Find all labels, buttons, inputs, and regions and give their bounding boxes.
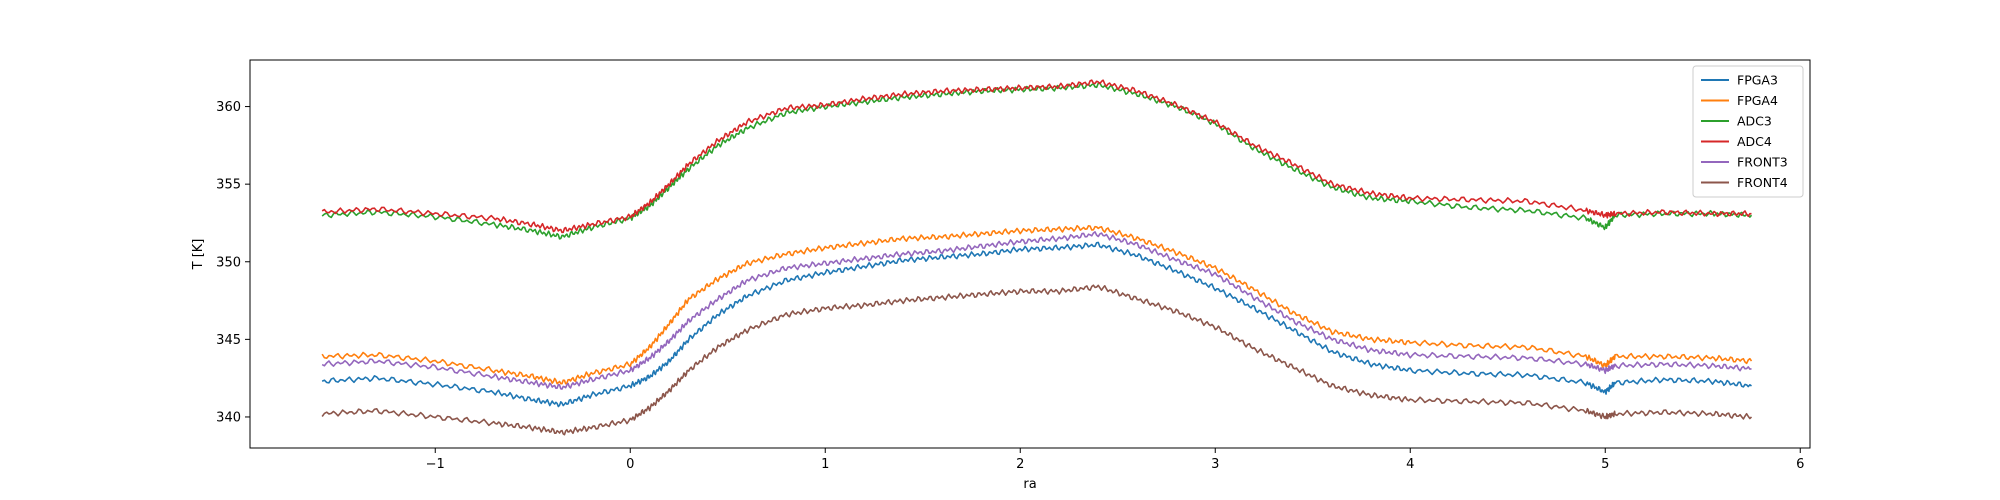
y-tick-label: 350 [216, 255, 241, 270]
x-tick-label: 2 [1016, 457, 1024, 472]
series-line-front3 [321, 231, 1752, 390]
plot-frame [249, 59, 1811, 449]
x-tick-label: 5 [1601, 457, 1609, 472]
y-tick-label: 360 [216, 100, 241, 115]
x-tick-label: 6 [1796, 457, 1804, 472]
legend-label: FRONT4 [1737, 175, 1788, 190]
series-line-fpga4 [321, 224, 1753, 385]
legend-label: ADC3 [1737, 114, 1772, 129]
series-line-fpga3 [321, 241, 1752, 408]
x-tick-label: 3 [1211, 457, 1219, 472]
legend-label: FPGA3 [1737, 73, 1778, 88]
series-line-front4 [321, 284, 1753, 436]
series-line-adc3 [321, 82, 1753, 240]
legend-box [1692, 65, 1804, 198]
series-line-adc4 [321, 79, 1752, 234]
legend-label: ADC4 [1737, 134, 1772, 149]
series-layer [321, 79, 1753, 436]
y-axis-label: T [K] [191, 239, 206, 271]
y-tick-label: 355 [216, 178, 241, 193]
legend-label: FRONT3 [1737, 155, 1788, 170]
x-axis-label: ra [1023, 477, 1036, 492]
x-tick-label: 4 [1406, 457, 1414, 472]
y-axis: 340 345 350 355 360 [216, 100, 250, 425]
x-tick-label: −1 [426, 457, 445, 472]
x-tick-label: 1 [821, 457, 829, 472]
x-tick-label: 0 [626, 457, 634, 472]
x-axis: −1 0 1 2 3 4 5 6 [426, 448, 1804, 472]
legend: FPGA3 FPGA4 ADC3 ADC4 FRONT3 FRONT4 [1692, 65, 1804, 198]
legend-label: FPGA4 [1737, 93, 1778, 108]
y-tick-label: 340 [216, 410, 241, 425]
y-tick-label: 345 [216, 333, 241, 348]
